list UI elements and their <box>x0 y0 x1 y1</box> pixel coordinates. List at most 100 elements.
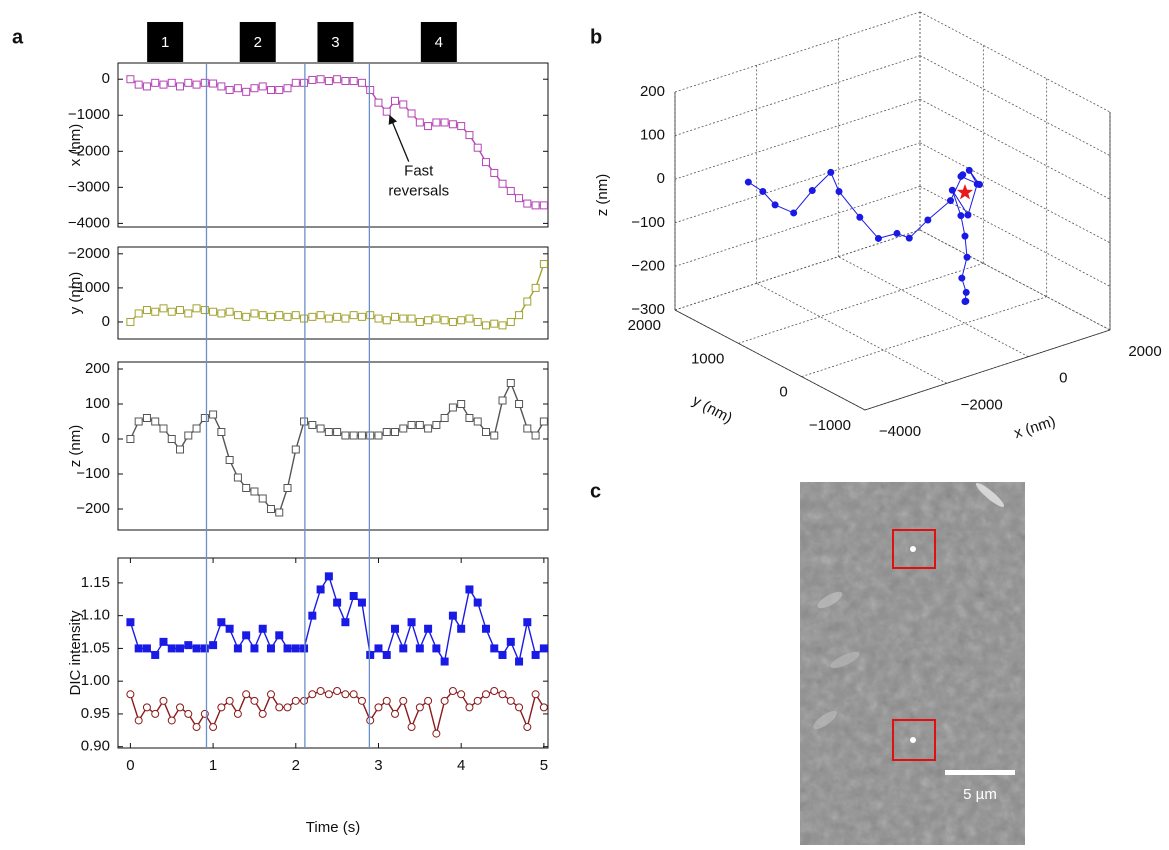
data-point <box>448 403 457 412</box>
data-point <box>432 118 441 127</box>
data-point <box>473 417 482 426</box>
data-point <box>874 234 882 242</box>
data-point <box>159 696 168 705</box>
data-point <box>275 703 284 712</box>
data-point <box>490 168 499 177</box>
data-point <box>382 650 391 659</box>
y-tick-label: −1000 <box>68 106 110 123</box>
data-point <box>415 317 424 326</box>
data-point <box>142 82 151 91</box>
data-point <box>176 644 185 653</box>
data-point <box>924 216 932 224</box>
data-point <box>300 696 309 705</box>
data-point <box>531 201 540 210</box>
data-point <box>374 98 383 107</box>
data-point <box>308 312 317 321</box>
data-point <box>192 304 201 313</box>
data-point <box>357 312 366 321</box>
data-point <box>366 86 375 95</box>
data-point <box>167 78 176 87</box>
data-point <box>424 624 433 633</box>
data-point <box>481 158 490 167</box>
data-point <box>341 314 350 323</box>
data-point <box>209 723 218 732</box>
cell-feature <box>830 651 860 669</box>
data-point <box>432 314 441 323</box>
data-point <box>407 421 416 429</box>
data-point <box>233 311 242 320</box>
data-point <box>176 82 185 91</box>
z-tick-label: 0 <box>657 170 665 187</box>
data-point <box>316 75 325 84</box>
data-point <box>432 644 441 653</box>
data-point <box>266 690 275 699</box>
y-axis-label: y (nm) <box>67 272 84 315</box>
data-point <box>506 696 515 705</box>
data-point <box>523 199 532 208</box>
data-point <box>473 696 482 705</box>
data-point <box>233 473 242 482</box>
z-tick-label: 200 <box>640 83 665 100</box>
x-tick-label: −4000 <box>879 423 921 440</box>
data-point <box>457 400 466 408</box>
data-point <box>242 631 251 640</box>
panel-label: c <box>590 480 601 502</box>
data-point <box>515 703 524 712</box>
data-point <box>531 283 540 292</box>
data-point <box>266 312 275 321</box>
data-point <box>893 229 901 237</box>
data-point <box>448 687 457 695</box>
data-point <box>291 311 300 320</box>
data-point <box>465 414 474 422</box>
data-point <box>808 186 816 194</box>
phase-box <box>420 22 457 62</box>
data-point <box>424 696 433 705</box>
axis-edge <box>674 309 866 411</box>
data-point <box>308 611 317 620</box>
y-tick-label: −2000 <box>68 142 110 159</box>
y-tick-label: 1.00 <box>81 672 110 689</box>
data-point <box>457 316 466 325</box>
data-point <box>283 312 292 321</box>
data-point <box>957 212 965 220</box>
data-point <box>275 311 284 320</box>
data-point <box>217 82 226 91</box>
data-point <box>790 209 798 217</box>
y-axis-label: z (nm) <box>67 425 84 468</box>
data-point <box>515 311 524 320</box>
data-point <box>965 166 973 174</box>
data-point <box>316 585 325 594</box>
data-point <box>523 297 532 306</box>
data-point <box>192 644 201 653</box>
data-point <box>440 414 449 422</box>
z-tick-label: −100 <box>631 214 665 231</box>
data-point <box>209 79 218 88</box>
phase-label: 1 <box>161 34 169 51</box>
y-axis-label: x (nm) <box>67 124 84 167</box>
data-point <box>366 311 375 320</box>
z-tick-label: 100 <box>640 127 665 144</box>
data-point <box>349 431 358 440</box>
data-point <box>473 317 482 326</box>
data-point <box>225 456 234 464</box>
cell-feature <box>813 710 837 730</box>
data-point <box>539 644 548 653</box>
data-point <box>192 80 201 89</box>
y-tick-label: 1.05 <box>81 639 110 656</box>
data-point <box>316 311 325 320</box>
data-point <box>357 598 366 607</box>
data-point <box>283 484 292 492</box>
data-point <box>539 417 548 426</box>
data-point <box>258 494 267 503</box>
data-point <box>473 598 482 607</box>
data-point <box>515 400 524 408</box>
data-point <box>440 657 449 666</box>
data-point <box>399 314 408 323</box>
data-point <box>258 624 267 633</box>
data-point <box>200 78 209 87</box>
data-point <box>465 703 474 712</box>
data-point <box>759 187 767 195</box>
data-point <box>217 428 226 436</box>
x-tick-label: 5 <box>540 757 548 774</box>
data-point <box>391 624 400 633</box>
